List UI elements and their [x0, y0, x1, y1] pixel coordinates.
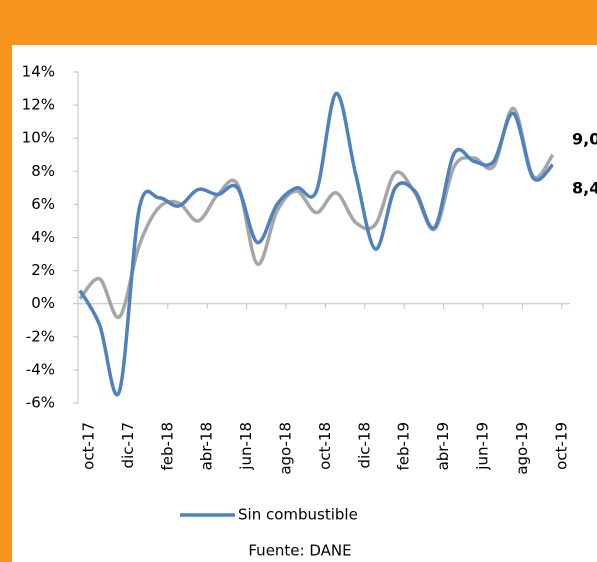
- y-tick-label: 6%: [31, 195, 55, 213]
- y-tick-label: 14%: [22, 63, 55, 81]
- x-tick-label: abr-18: [198, 422, 216, 470]
- series-line: [78, 91, 555, 397]
- x-tick-label: jun-19: [474, 422, 492, 471]
- x-tick-label: feb-18: [158, 422, 176, 471]
- x-tick-label: oct-19: [552, 422, 570, 470]
- x-tick-label: dic-18: [355, 422, 373, 468]
- x-tick-label: abr-19: [434, 422, 452, 470]
- x-tick-label: ago-18: [277, 422, 295, 475]
- y-tick-label: -4%: [26, 360, 55, 378]
- left-band: [0, 0, 12, 562]
- data-label: 8,4%: [572, 179, 597, 198]
- series-line: [78, 106, 555, 319]
- y-tick-label: -2%: [26, 327, 55, 345]
- y-tick-label: 10%: [22, 129, 55, 147]
- x-tick-label: ago-19: [513, 422, 531, 475]
- x-tick-label: jun-18: [237, 422, 255, 471]
- x-tick-label: feb-19: [395, 422, 413, 471]
- y-tick-label: 0%: [31, 294, 55, 312]
- legend-label: Sin combustible: [238, 506, 358, 524]
- top-band: [0, 0, 597, 45]
- y-tick-label: -6%: [26, 394, 55, 412]
- y-tick-label: 12%: [22, 96, 55, 114]
- data-label: 9,0%: [572, 130, 597, 149]
- y-tick-label: 4%: [31, 228, 55, 246]
- source: Fuente: DANE: [248, 542, 351, 560]
- x-tick-label: dic-17: [119, 422, 137, 468]
- x-tick-label: oct-17: [80, 422, 98, 470]
- x-tick-label: oct-18: [316, 422, 334, 470]
- y-tick-label: 2%: [31, 261, 55, 279]
- y-tick-label: 8%: [31, 162, 55, 180]
